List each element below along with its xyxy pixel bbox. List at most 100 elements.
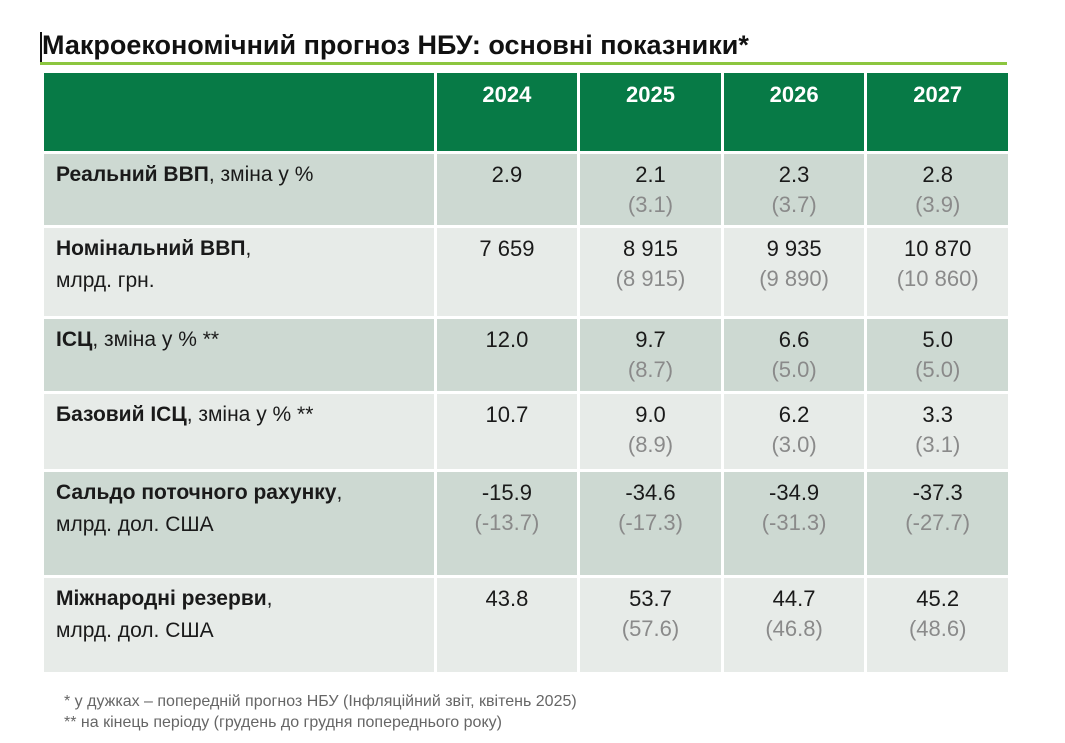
current-value: 8 915 — [622, 236, 679, 261]
current-value: 7 659 — [479, 236, 535, 261]
footnote-end-of-period: ** на кінець періоду (грудень до грудня … — [64, 714, 502, 731]
row-label-line2: млрд. дол. США — [56, 513, 214, 536]
current-value: 43.8 — [485, 586, 529, 611]
current-value: -34.6 — [625, 480, 676, 505]
previous-forecast: (10 860) — [896, 266, 979, 291]
value-cell: 7 659 — [433, 225, 581, 319]
row-international-reserves: Міжнародні резерви, млрд. дол. США 43.8 5… — [41, 575, 1011, 675]
row-label-rest: , — [336, 481, 343, 504]
previous-forecast: (48.6) — [908, 616, 967, 641]
footnotes: * у дужках – попередній прогноз НБУ (Інф… — [64, 691, 577, 733]
value-cell: 10 870 (10 860) — [864, 225, 1011, 319]
current-value: 44.7 — [772, 586, 816, 611]
value-cell: 44.7 (46.8) — [720, 575, 868, 675]
previous-forecast: (-13.7) — [474, 510, 540, 535]
current-value: 6.2 — [778, 402, 810, 427]
row-label-rest: , — [266, 587, 273, 610]
row-label-bold: Номінальний ВВП — [56, 237, 246, 260]
value-cell: 2.8 (3.9) — [864, 151, 1011, 228]
previous-forecast: (8.7) — [627, 357, 674, 382]
row-label-rest: , зміна у % ** — [92, 328, 220, 351]
previous-forecast: (5.0) — [915, 357, 961, 382]
previous-forecast: (3.9) — [915, 192, 961, 217]
row-label-bold: Міжнародні резерви — [56, 587, 267, 610]
current-value: 45.2 — [916, 586, 960, 611]
row-label-rest: , зміна у % ** — [186, 403, 314, 426]
row-label: Базовий ІСЦ, зміна у % ** — [41, 391, 437, 472]
previous-forecast: (-27.7) — [905, 510, 971, 535]
previous-forecast: (5.0) — [771, 357, 817, 382]
value-cell: 43.8 — [433, 575, 581, 675]
value-cell: 9.0 (8.9) — [577, 391, 724, 472]
row-label-line2: млрд. дол. США — [56, 619, 214, 642]
value-cell: 2.3 (3.7) — [720, 151, 868, 228]
current-value: 5.0 — [922, 327, 953, 352]
row-label-bold: Базовий ІСЦ — [56, 403, 187, 426]
value-cell: 2.1 (3.1) — [577, 151, 724, 228]
value-cell: 53.7 (57.6) — [577, 575, 724, 675]
row-label-bold: ІСЦ — [56, 328, 93, 351]
year-header-2027: 2027 — [864, 70, 1011, 154]
current-value: 12.0 — [485, 327, 529, 352]
year-header-2026: 2026 — [720, 70, 868, 154]
previous-forecast: (3.7) — [771, 192, 817, 217]
previous-forecast: (46.8) — [765, 616, 823, 641]
value-cell: 6.6 (5.0) — [720, 316, 868, 394]
current-value: 9.0 — [635, 402, 666, 427]
value-cell: 2.9 — [433, 151, 581, 228]
row-cpi: ІСЦ, зміна у % ** 12.0 9.7 (8.7) 6.6 (5.0)… — [41, 316, 1011, 394]
current-value: 2.8 — [922, 162, 953, 187]
current-value: 10.7 — [485, 402, 529, 427]
current-value: 2.3 — [778, 162, 810, 187]
row-label: Сальдо поточного рахунку, млрд. дол. США — [41, 469, 437, 578]
value-cell: -37.3 (-27.7) — [864, 469, 1011, 578]
previous-forecast: (57.6) — [621, 616, 680, 641]
value-cell: 8 915 (8 915) — [577, 225, 724, 319]
current-value: 2.1 — [635, 162, 666, 187]
current-value: 9 935 — [766, 236, 822, 261]
forecast-table: 2024 2025 2026 2027 Реальний ВВП, зміна … — [41, 70, 1011, 675]
current-value: 10 870 — [904, 236, 972, 261]
row-real-gdp: Реальний ВВП, зміна у % 2.9 2.1 (3.1) 2.3… — [41, 151, 1011, 228]
row-label: Реальний ВВП, зміна у % — [41, 151, 437, 228]
page-title: Макроекономічний прогноз НБУ: основні по… — [42, 30, 749, 60]
value-cell: 3.3 (3.1) — [864, 391, 1011, 472]
current-value: -34.9 — [769, 480, 820, 505]
row-current-account: Сальдо поточного рахунку, млрд. дол. США … — [41, 469, 1011, 578]
row-label-line2: млрд. грн. — [56, 269, 155, 292]
row-nominal-gdp: Номінальний ВВП, млрд. грн. 7 659 8 915 (8… — [41, 225, 1011, 319]
row-label-bold: Реальний ВВП — [56, 163, 209, 186]
value-cell: 10.7 — [433, 391, 581, 472]
row-label: Міжнародні резерви, млрд. дол. США — [41, 575, 437, 675]
previous-forecast: (3.1) — [627, 192, 674, 217]
value-cell: 45.2 (48.6) — [864, 575, 1011, 675]
previous-forecast: (-17.3) — [618, 510, 683, 535]
previous-forecast: (8.9) — [627, 432, 674, 457]
value-cell: 9.7 (8.7) — [577, 316, 724, 394]
value-cell: -34.6 (-17.3) — [577, 469, 724, 578]
row-label-rest: , — [245, 237, 252, 260]
value-cell: 5.0 (5.0) — [864, 316, 1011, 394]
current-value: 9.7 — [635, 327, 666, 352]
title-block: Макроекономічний прогноз НБУ: основні по… — [40, 28, 1007, 65]
current-value: -15.9 — [481, 480, 532, 505]
previous-forecast: (9 890) — [759, 266, 829, 291]
row-label: Номінальний ВВП, млрд. грн. — [41, 225, 437, 319]
year-header-2025: 2025 — [577, 70, 724, 154]
footnote-previous-forecast: * у дужках – попередній прогноз НБУ (Інф… — [64, 693, 577, 710]
current-value: 2.9 — [491, 162, 523, 187]
header-corner-cell — [41, 70, 437, 154]
current-value: -37.3 — [912, 480, 963, 505]
previous-forecast: (-31.3) — [761, 510, 827, 535]
value-cell: 9 935 (9 890) — [720, 225, 868, 319]
value-cell: 12.0 — [433, 316, 581, 394]
row-label-bold: Сальдо поточного рахунку — [56, 481, 337, 504]
current-value: 3.3 — [922, 402, 953, 427]
year-header-2024: 2024 — [433, 70, 581, 154]
previous-forecast: (3.1) — [915, 432, 961, 457]
value-cell: -15.9 (-13.7) — [433, 469, 581, 578]
row-label-rest: , зміна у % — [208, 163, 314, 186]
title-underline — [40, 62, 1007, 65]
previous-forecast: (3.0) — [771, 432, 817, 457]
header-row: 2024 2025 2026 2027 — [41, 70, 1011, 154]
